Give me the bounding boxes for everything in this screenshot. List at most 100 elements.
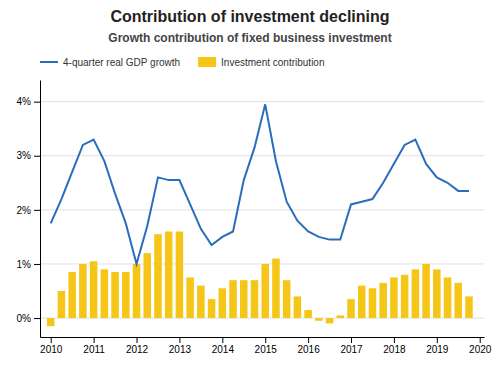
bar	[465, 296, 473, 318]
axis-line	[40, 81, 41, 338]
tick: 0%	[17, 313, 40, 324]
plot-area	[47, 104, 473, 326]
tick-mark	[34, 264, 40, 265]
bar	[47, 318, 55, 326]
grid-line	[40, 209, 484, 210]
tick: 2016	[297, 337, 320, 355]
tick-mark	[179, 337, 180, 343]
bar	[229, 280, 237, 318]
tick: 2010	[40, 337, 63, 355]
bar	[283, 280, 291, 318]
chart-container: Contribution of investment declining Grow…	[0, 0, 500, 365]
bar	[101, 269, 109, 318]
tick-label: 2012	[126, 344, 149, 355]
bar	[208, 299, 216, 318]
grid-line	[40, 155, 484, 156]
tick-mark	[34, 318, 40, 319]
tick-label: 2013	[169, 344, 192, 355]
tick: 4%	[17, 96, 40, 107]
legend-label: 4-quarter real GDP growth	[63, 57, 180, 68]
tick: 2%	[17, 205, 40, 216]
tick-mark	[137, 337, 138, 343]
bar	[186, 277, 194, 318]
tick: 1%	[17, 259, 40, 270]
bar	[412, 269, 420, 318]
tick: 2018	[383, 337, 406, 355]
bar	[261, 264, 269, 318]
tick-label: 2015	[255, 344, 278, 355]
bar	[219, 288, 227, 318]
x-axis: 2010 2011 2012 2013 2014 2015 2016 2017 2018 2019…	[40, 337, 492, 355]
tick-label: 2019	[426, 344, 449, 355]
bar	[347, 299, 355, 318]
tick-label: 3%	[17, 150, 32, 161]
bar	[369, 288, 377, 318]
bar	[68, 272, 76, 318]
tick: 3%	[17, 150, 40, 161]
tick-mark	[480, 337, 481, 343]
bar	[79, 264, 87, 318]
tick-mark	[94, 337, 95, 343]
tick-label: 2016	[297, 344, 320, 355]
tick-label: 1%	[17, 259, 32, 270]
legend-label: Investment contribution	[221, 57, 324, 68]
grid-line	[40, 101, 484, 102]
tick: 2012	[126, 337, 149, 355]
bar	[58, 291, 66, 318]
tick-label: 2011	[83, 344, 105, 355]
tick-mark	[34, 156, 40, 157]
subtitle: Growth contribution of fixed business in…	[108, 31, 391, 45]
bar	[433, 269, 441, 318]
tick: 2014	[212, 337, 235, 355]
bar	[90, 261, 98, 318]
legend-swatch	[198, 57, 216, 67]
tick-label: 4%	[17, 96, 32, 107]
bar	[304, 310, 312, 318]
tick: 2017	[340, 337, 363, 355]
bar	[390, 277, 398, 318]
bar	[240, 280, 248, 318]
tick-mark	[51, 337, 52, 343]
legend-item: Investment contribution	[198, 57, 324, 68]
bar	[133, 264, 141, 318]
bar	[272, 259, 280, 319]
bar	[154, 234, 162, 318]
legend-item: 4-quarter real GDP growth	[40, 57, 180, 68]
tick-mark	[34, 210, 40, 211]
legend: 4-quarter real GDP growth Investment cont…	[40, 57, 324, 68]
bar	[122, 272, 130, 318]
chart-svg: Contribution of investment declining Grow…	[0, 0, 500, 365]
tick: 2011	[83, 337, 105, 355]
bar	[111, 272, 119, 318]
tick-mark	[437, 337, 438, 343]
y-axis: 0% 1% 2% 3% 4%	[17, 81, 41, 338]
tick-label: 0%	[17, 313, 32, 324]
legend-swatch	[40, 61, 58, 63]
bar-series	[47, 231, 473, 326]
bar	[444, 277, 452, 318]
tick-label: 2020	[469, 344, 492, 355]
tick: 2020	[469, 337, 492, 355]
bar	[251, 280, 259, 318]
bar	[401, 275, 409, 318]
tick: 2019	[426, 337, 449, 355]
bar	[379, 283, 387, 318]
tick-mark	[394, 337, 395, 343]
tick-mark	[351, 337, 352, 343]
title: Contribution of investment declining	[110, 8, 389, 25]
tick-label: 2010	[40, 344, 63, 355]
tick-label: 2017	[340, 344, 363, 355]
grid	[40, 102, 484, 318]
tick-mark	[308, 337, 309, 343]
axis-line	[41, 337, 485, 338]
tick: 2013	[169, 337, 192, 355]
tick-mark	[265, 337, 266, 343]
bar	[337, 315, 345, 318]
tick-label: 2018	[383, 344, 406, 355]
bar	[143, 253, 151, 318]
bar	[197, 286, 205, 318]
tick: 2015	[255, 337, 278, 355]
tick-mark	[34, 102, 40, 103]
tick-label: 2%	[17, 205, 32, 216]
bar	[294, 296, 302, 318]
